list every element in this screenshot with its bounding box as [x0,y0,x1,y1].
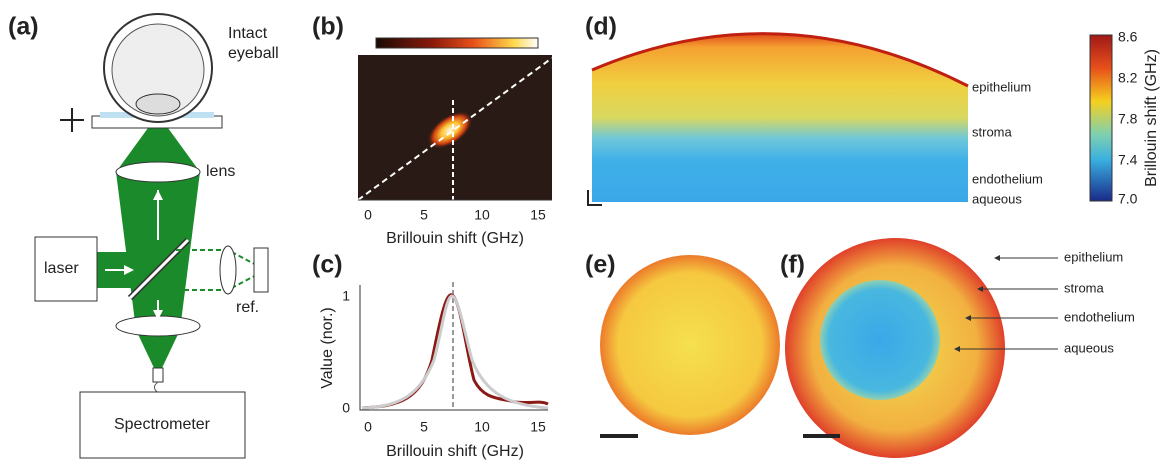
figure: (a) Intact eyeball lens laser ref. Spect… [0,0,1162,464]
tick-label: 0 [364,419,372,435]
layer-label: stroma [972,124,1013,139]
tick-label: 1 [342,288,350,304]
colorbar [1090,35,1112,201]
panel-label: (b) [312,13,344,41]
panel-label: (a) [8,13,39,41]
lens [220,246,236,294]
label: laser [44,260,79,277]
layer-label: stroma [1064,280,1105,295]
stage-arrows [60,108,84,132]
tick-label: 0 [342,400,350,416]
fit-curve [362,296,548,408]
label: Spectrometer [114,416,211,433]
label: ref. [236,299,259,316]
axis-title: Value (nor.) [319,307,336,389]
label: eyeball [228,45,279,62]
tick-label: 5 [420,419,428,435]
layer-label: aqueous [972,191,1022,206]
layer-label: epithelium [972,79,1031,94]
layer-label: epithelium [1064,249,1123,264]
panel-label: (f) [780,251,805,279]
tick-label: 15 [530,207,546,223]
image [820,280,940,400]
image [592,34,968,202]
panel-label: (d) [585,13,617,41]
panel-label: (e) [585,251,616,279]
lens [116,162,200,182]
tick-label: 0 [364,207,372,223]
layer-label: aqueous [1064,340,1114,355]
axis-title: Brillouin shift (GHz) [386,230,524,247]
colorbar [376,38,538,48]
tick-label: 8.6 [1118,29,1138,45]
label: Intact [228,25,268,42]
measured-curve [362,295,548,408]
fiber [153,368,163,382]
panel-label: (c) [312,251,343,279]
tick-label: 7.8 [1118,111,1138,127]
colorbar-title: Brillouin shift (GHz) [1143,49,1160,187]
tick-label: 7.0 [1118,191,1138,207]
reference [254,248,268,292]
axis-title: Brillouin shift (GHz) [386,443,524,460]
label: lens [206,163,235,180]
lens [116,316,200,336]
layer-label: endothelium [972,171,1043,186]
eye-lens [136,94,180,114]
tick-label: 8.2 [1118,70,1138,86]
tick-label: 10 [474,207,490,223]
tick-label: 15 [530,419,546,435]
image [600,255,780,435]
tick-label: 10 [474,419,490,435]
tick-label: 5 [420,207,428,223]
layer-label: endothelium [1064,309,1135,324]
tick-label: 7.4 [1118,152,1138,168]
